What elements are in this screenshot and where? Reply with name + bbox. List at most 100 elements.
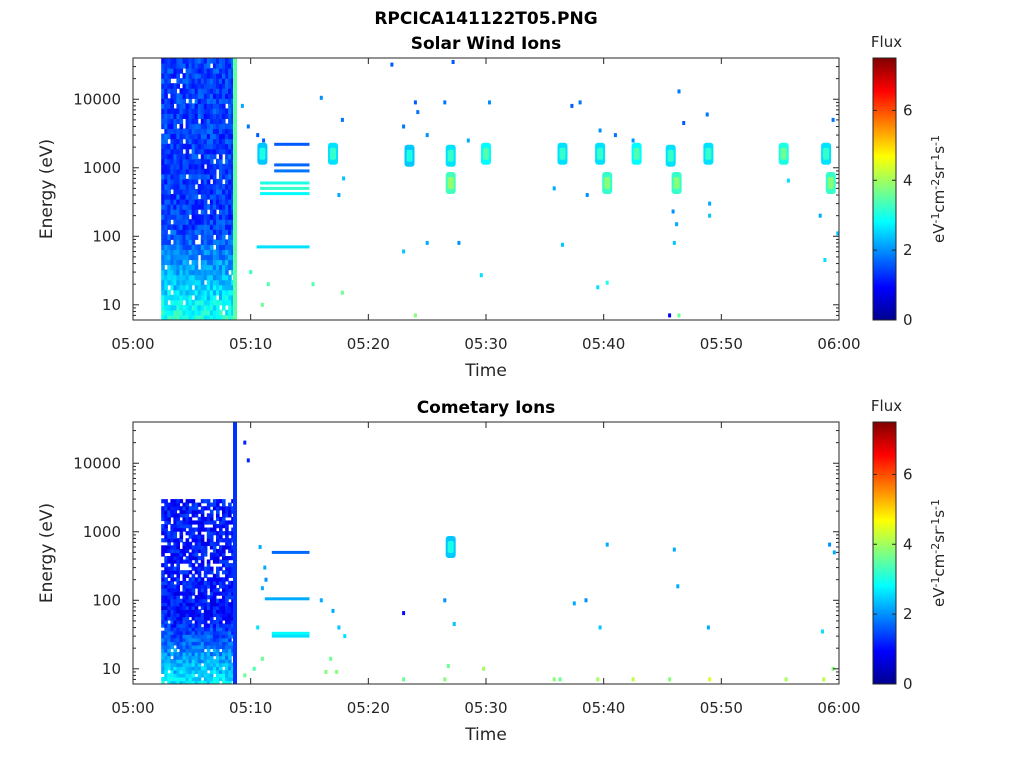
flux-point <box>252 666 256 671</box>
flux-point <box>340 117 344 122</box>
x-tick-label: 05:50 <box>700 699 743 717</box>
dense-bin <box>188 559 193 564</box>
dense-bin <box>176 605 180 610</box>
dense-bin <box>161 214 165 220</box>
y-tick-label: 10 <box>102 660 121 678</box>
dense-bin <box>173 229 177 235</box>
dense-bin <box>212 669 217 674</box>
dense-bin <box>161 634 165 639</box>
dense-bin <box>203 545 208 550</box>
dense-bin <box>212 595 217 600</box>
dense-bin <box>188 113 193 119</box>
dense-bin <box>225 595 229 600</box>
dense-bin <box>188 598 193 603</box>
dense-bin <box>225 623 229 628</box>
dense-bin <box>203 566 208 571</box>
dense-bin <box>197 616 202 621</box>
dense-bin <box>206 214 211 220</box>
dense-bin <box>161 269 165 276</box>
dense-bin <box>209 68 214 74</box>
dense-bin <box>200 219 205 225</box>
dense-bin <box>191 244 196 250</box>
y-axis-label: Energy (eV) <box>37 139 57 239</box>
dense-bin <box>228 520 232 525</box>
dense-bin <box>185 133 190 140</box>
dense-bin <box>170 509 174 514</box>
dense-bin <box>219 666 223 671</box>
dense-bin <box>188 73 193 79</box>
dense-bin <box>222 577 226 582</box>
dense-bin <box>182 673 187 678</box>
dense-bin <box>216 531 220 536</box>
dense-bin <box>188 552 193 557</box>
dense-bin <box>209 513 214 518</box>
dense-bin <box>206 506 211 511</box>
dense-bin <box>197 630 202 635</box>
flux-point <box>672 240 676 245</box>
dense-bin <box>212 194 217 200</box>
dense-bin <box>170 143 174 150</box>
dense-bin <box>176 570 180 575</box>
dense-bin <box>219 616 223 621</box>
dense-bin <box>185 123 190 130</box>
dense-bin <box>216 214 220 220</box>
dense-bin <box>212 588 217 593</box>
dense-bin <box>203 520 208 525</box>
dense-bin <box>188 577 193 582</box>
dense-bin <box>173 524 177 529</box>
dense-bin <box>212 163 217 170</box>
dense-bin <box>167 634 171 639</box>
dense-bin <box>185 676 190 682</box>
flux-point <box>605 280 609 285</box>
dense-bin <box>200 559 205 564</box>
dense-bin <box>179 204 184 210</box>
dense-bin <box>200 254 205 261</box>
dense-bin <box>170 662 174 667</box>
dense-bin <box>212 644 217 650</box>
dense-bin <box>228 299 232 306</box>
dense-bin <box>209 580 214 586</box>
dense-bin <box>194 620 199 625</box>
dense-bin <box>179 239 184 245</box>
dense-bin <box>200 173 205 180</box>
dense-bin <box>182 669 187 674</box>
dense-bin <box>188 78 193 84</box>
dense-bin <box>182 189 187 195</box>
flux-point <box>676 584 680 589</box>
dense-bin <box>182 264 187 271</box>
dense-bin <box>228 676 232 682</box>
dense-bin <box>176 108 180 114</box>
unit-exponent: -2 <box>929 179 942 190</box>
dense-bin <box>164 516 168 522</box>
x-tick-label: 05:10 <box>229 699 272 717</box>
dense-bin <box>185 602 190 607</box>
dense-bin <box>197 284 202 291</box>
dense-bin <box>161 93 165 99</box>
dense-bin <box>173 259 177 266</box>
dense-bin <box>182 502 187 507</box>
dense-bin <box>212 598 217 603</box>
dense-bin <box>191 315 196 320</box>
x-tick-label: 05:40 <box>582 699 625 717</box>
dense-bin <box>182 158 187 165</box>
dense-bin <box>194 163 199 170</box>
dense-bin <box>222 194 226 200</box>
dense-bin <box>212 73 217 79</box>
dense-bin <box>176 666 180 671</box>
dense-bin <box>194 648 199 653</box>
dense-bin <box>161 538 165 543</box>
flux-point <box>337 193 341 197</box>
dense-bin <box>216 148 220 155</box>
dense-bin <box>206 644 211 650</box>
dense-bin <box>185 214 190 220</box>
dense-bin <box>161 563 165 568</box>
dense-bin <box>191 88 196 94</box>
dense-bin <box>170 676 174 682</box>
dense-bin <box>164 652 168 657</box>
flux-point <box>329 656 333 661</box>
dense-bin <box>176 541 180 546</box>
dense-bin <box>170 506 174 511</box>
dense-bin <box>200 239 205 245</box>
dense-bin <box>161 602 165 607</box>
dense-bin <box>228 655 232 660</box>
